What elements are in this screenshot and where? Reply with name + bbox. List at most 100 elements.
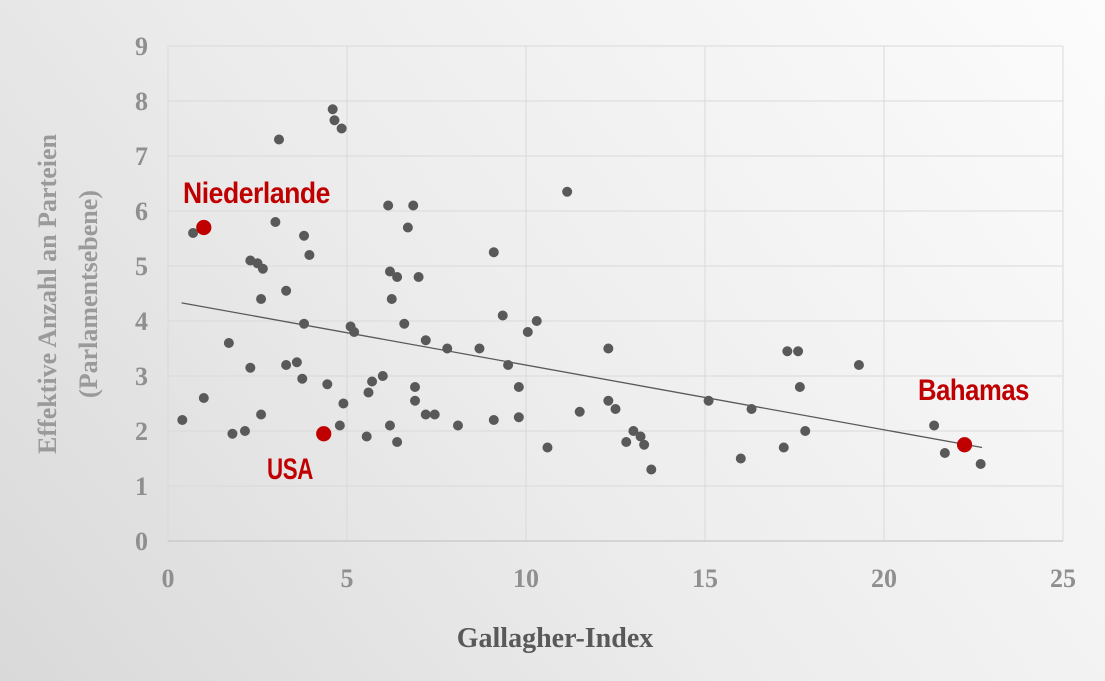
y-tick-label: 9 bbox=[135, 32, 148, 61]
data-point bbox=[361, 431, 372, 442]
data-point bbox=[782, 346, 793, 357]
x-axis-title: Gallagher-Index bbox=[457, 623, 654, 654]
data-point bbox=[975, 459, 986, 469]
data-point bbox=[452, 420, 463, 431]
data-point bbox=[386, 294, 397, 304]
country-label: Niederlande bbox=[183, 177, 330, 210]
data-point bbox=[281, 360, 292, 370]
data-point bbox=[256, 294, 267, 304]
data-point bbox=[245, 362, 256, 373]
data-point bbox=[384, 266, 395, 277]
data-point bbox=[299, 230, 310, 241]
data-point bbox=[367, 376, 378, 387]
data-point bbox=[327, 104, 338, 115]
highlight-point bbox=[196, 219, 212, 236]
gridlines bbox=[167, 45, 1064, 542]
data-point bbox=[291, 357, 302, 368]
data-point bbox=[513, 382, 524, 392]
data-point bbox=[503, 360, 514, 370]
data-point bbox=[257, 263, 268, 274]
highlight-point bbox=[316, 426, 332, 442]
highlight-point bbox=[956, 437, 973, 453]
data-point bbox=[177, 415, 188, 425]
data-point bbox=[497, 310, 508, 321]
y-tick-label: 2 bbox=[135, 417, 148, 446]
data-point bbox=[299, 318, 310, 329]
data-point bbox=[304, 250, 315, 260]
data-point bbox=[442, 343, 453, 354]
data-point bbox=[363, 387, 374, 398]
data-point bbox=[227, 428, 238, 439]
country-label: USA bbox=[267, 453, 313, 486]
data-point bbox=[392, 272, 403, 282]
data-point bbox=[621, 437, 632, 447]
data-point bbox=[408, 200, 419, 211]
x-tick-label: 25 bbox=[1050, 564, 1076, 593]
data-point bbox=[270, 217, 281, 227]
x-tick-label: 20 bbox=[871, 564, 897, 593]
data-point bbox=[929, 420, 940, 431]
data-point bbox=[413, 272, 424, 282]
x-tick-label: 15 bbox=[692, 564, 718, 593]
data-point bbox=[474, 343, 485, 354]
scatter-points bbox=[177, 104, 986, 475]
data-point bbox=[488, 415, 499, 425]
y-tick-label: 4 bbox=[135, 307, 148, 336]
x-tick-label: 5 bbox=[341, 564, 354, 593]
data-point bbox=[542, 442, 553, 453]
data-point bbox=[628, 426, 639, 436]
data-point bbox=[399, 318, 410, 329]
y-tick-label: 0 bbox=[135, 527, 148, 556]
data-point bbox=[603, 395, 614, 406]
data-point bbox=[329, 115, 340, 126]
y-axis-title-line2: (Parlamentsebene) bbox=[74, 190, 103, 398]
data-point bbox=[522, 327, 533, 337]
data-point bbox=[639, 439, 650, 450]
country-labels: Niederlande USA Bahamas bbox=[183, 177, 1030, 486]
data-point bbox=[746, 404, 757, 414]
y-tick-label: 7 bbox=[135, 142, 148, 171]
data-point bbox=[420, 335, 431, 346]
data-point bbox=[635, 431, 646, 442]
data-point bbox=[603, 343, 614, 354]
y-tick-label: 8 bbox=[135, 87, 148, 116]
data-point bbox=[853, 360, 864, 370]
data-point bbox=[646, 464, 657, 475]
data-point bbox=[778, 442, 789, 453]
data-point bbox=[223, 338, 234, 348]
trend-line bbox=[181, 302, 983, 449]
data-point bbox=[349, 327, 360, 337]
x-tick-label: 10 bbox=[513, 564, 539, 593]
y-axis-tick-labels: 0 1 2 3 4 5 6 7 8 9 bbox=[135, 32, 148, 556]
data-point bbox=[531, 316, 542, 326]
data-point bbox=[562, 186, 573, 197]
x-axis-tick-labels: 0 5 10 15 20 25 bbox=[162, 564, 1077, 593]
y-axis-title-line1: Effektive Anzahl an Parteien bbox=[33, 134, 62, 454]
data-point bbox=[273, 134, 284, 145]
data-point bbox=[188, 228, 199, 238]
data-point bbox=[256, 409, 267, 420]
data-point bbox=[794, 382, 805, 392]
y-tick-label: 6 bbox=[135, 197, 148, 226]
data-point bbox=[420, 409, 431, 420]
data-point bbox=[410, 382, 421, 392]
data-point bbox=[322, 379, 333, 390]
data-point bbox=[610, 404, 621, 414]
highlighted-points bbox=[196, 219, 973, 453]
data-point bbox=[281, 285, 292, 296]
data-point bbox=[383, 200, 394, 211]
data-point bbox=[297, 373, 308, 384]
data-point bbox=[384, 420, 395, 431]
data-point bbox=[488, 247, 499, 258]
data-point bbox=[377, 371, 388, 381]
data-point bbox=[392, 437, 403, 447]
data-point bbox=[410, 395, 421, 406]
trend-line-segment bbox=[181, 302, 983, 449]
data-point bbox=[402, 222, 413, 233]
y-tick-label: 1 bbox=[135, 472, 148, 501]
data-point bbox=[939, 448, 950, 458]
country-label: Bahamas bbox=[918, 374, 1029, 407]
data-point bbox=[800, 426, 811, 436]
y-tick-label: 5 bbox=[135, 252, 148, 281]
